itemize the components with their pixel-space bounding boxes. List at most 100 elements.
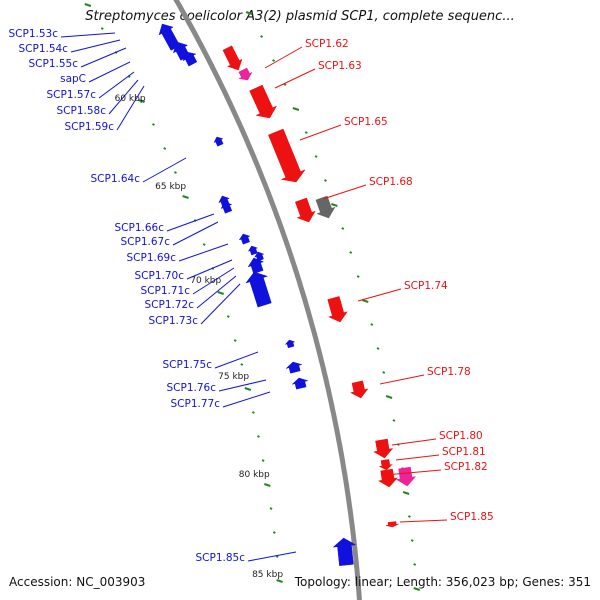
tick-mark xyxy=(324,179,327,182)
leader-line xyxy=(178,243,229,262)
leader-line xyxy=(116,85,145,131)
tick-mark xyxy=(269,507,273,510)
leader-line xyxy=(108,79,139,115)
gene-label-scp1-72c: SCP1.72c xyxy=(145,299,195,311)
gene-label-scp1-64c: SCP1.64c xyxy=(91,173,141,185)
tick-mark xyxy=(314,155,318,158)
tick-mark xyxy=(410,539,414,542)
leader-line xyxy=(391,438,437,446)
kbp-label: 70 kbp xyxy=(190,276,221,286)
forward-gene-arrow xyxy=(373,438,394,459)
leader-line xyxy=(379,374,425,385)
tick-mark xyxy=(245,11,253,15)
leader-line xyxy=(222,391,271,408)
reverse-gene-arrow xyxy=(247,257,265,274)
tick-mark xyxy=(84,3,92,7)
map-title: Streptomyces coelicolor A3(2) plasmid SC… xyxy=(85,9,515,24)
gene-label-sapc: sapC xyxy=(60,73,86,85)
reverse-gene-arrow xyxy=(220,201,233,214)
reverse-gene-arrow xyxy=(291,377,309,390)
forward-gene-arrow xyxy=(294,197,316,223)
reverse-gene-arrow xyxy=(182,51,198,67)
gene-label-scp1-71c: SCP1.71c xyxy=(141,285,191,297)
gene-label-scp1-68: SCP1.68 xyxy=(369,176,413,188)
leader-line xyxy=(70,39,121,53)
tick-mark xyxy=(402,491,410,495)
gene-label-scp1-80: SCP1.80 xyxy=(439,430,483,442)
tick-mark xyxy=(226,315,230,318)
leader-line xyxy=(142,157,187,183)
reverse-gene-arrow xyxy=(247,245,259,256)
reverse-gene-arrow xyxy=(284,339,296,349)
tick-mark xyxy=(283,83,287,86)
tick-mark xyxy=(382,371,386,374)
tick-mark xyxy=(217,291,225,295)
kbp-label: 80 kbp xyxy=(239,470,270,480)
tick-mark xyxy=(272,531,276,534)
tick-mark xyxy=(173,171,177,174)
leader-line xyxy=(214,351,259,369)
tick-mark xyxy=(292,107,300,111)
kbp-label: 85 kbp xyxy=(252,570,283,580)
leader-line xyxy=(264,46,303,69)
pink-feature-arrow xyxy=(238,67,253,81)
gene-label-scp1-54c: SCP1.54c xyxy=(19,43,69,55)
reverse-gene-arrow xyxy=(213,136,224,147)
tick-mark xyxy=(275,555,279,558)
gene-label-scp1-76c: SCP1.76c xyxy=(167,382,217,394)
gene-label-scp1-82: SCP1.82 xyxy=(444,461,488,473)
tick-mark xyxy=(182,195,189,199)
leader-line xyxy=(322,184,367,200)
plasmid-backbone xyxy=(173,0,362,600)
gene-labels: SCP1.62 SCP1.63 SCP1.65 SCP1.68 SCP1.74 SCP1.… xyxy=(9,28,494,564)
leader-line xyxy=(196,275,237,309)
gene-label-scp1-55c: SCP1.55c xyxy=(29,58,79,70)
tick-mark xyxy=(263,483,271,487)
tick-mark xyxy=(260,35,264,38)
leader-line xyxy=(399,519,448,523)
summary-text: Topology: linear; Length: 356,023 bp; Ge… xyxy=(294,575,591,589)
tick-mark xyxy=(202,243,206,246)
forward-gene-arrow xyxy=(378,459,393,471)
forward-gene-arrow xyxy=(268,128,306,183)
tick-mark xyxy=(138,99,145,103)
leader-line xyxy=(274,68,316,89)
gene-label-scp1-66c: SCP1.66c xyxy=(115,222,165,234)
reverse-gene-arrow xyxy=(285,361,303,374)
tick-mark xyxy=(370,323,374,326)
forward-gene-arrow xyxy=(349,380,369,399)
tick-mark xyxy=(341,227,345,230)
gene-label-scp1-62: SCP1.62 xyxy=(305,38,349,50)
tick-mark xyxy=(331,203,338,207)
kbp-labels: 60 kbp 65 kbp 70 kbp 75 kbp 80 kbp 85 kbp xyxy=(115,94,284,580)
tick-mark xyxy=(304,131,308,134)
reverse-gene-arrow xyxy=(238,233,251,245)
tick-mark xyxy=(244,387,252,391)
leader-line xyxy=(172,221,219,246)
forward-gene-arrow xyxy=(385,521,399,528)
tick-mark xyxy=(407,515,411,518)
tick-mark xyxy=(251,411,255,414)
gene-label-scp1-85c: SCP1.85c xyxy=(196,552,246,564)
tick-mark xyxy=(361,299,369,303)
forward-gene-arrow xyxy=(249,84,278,119)
tick-mark xyxy=(152,123,155,126)
forward-gene-arrow xyxy=(222,45,243,71)
gene-label-scp1-57c: SCP1.57c xyxy=(47,89,97,101)
gene-label-scp1-63: SCP1.63 xyxy=(318,60,362,72)
leader-line xyxy=(88,61,131,83)
gene-label-scp1-85: SCP1.85 xyxy=(450,511,494,523)
gene-label-scp1-59c: SCP1.59c xyxy=(65,121,115,133)
tick-mark xyxy=(392,419,396,422)
tick-mark xyxy=(240,363,244,366)
tick-mark xyxy=(100,27,104,30)
feature-arrows xyxy=(158,23,417,566)
gene-label-scp1-75c: SCP1.75c xyxy=(163,359,213,371)
leader-line xyxy=(357,288,402,302)
tick-mark xyxy=(413,563,417,566)
gene-label-scp1-65: SCP1.65 xyxy=(344,116,388,128)
gray-feature-arrow xyxy=(315,195,336,219)
tick-mark xyxy=(276,579,283,583)
label-leaders xyxy=(60,32,448,562)
